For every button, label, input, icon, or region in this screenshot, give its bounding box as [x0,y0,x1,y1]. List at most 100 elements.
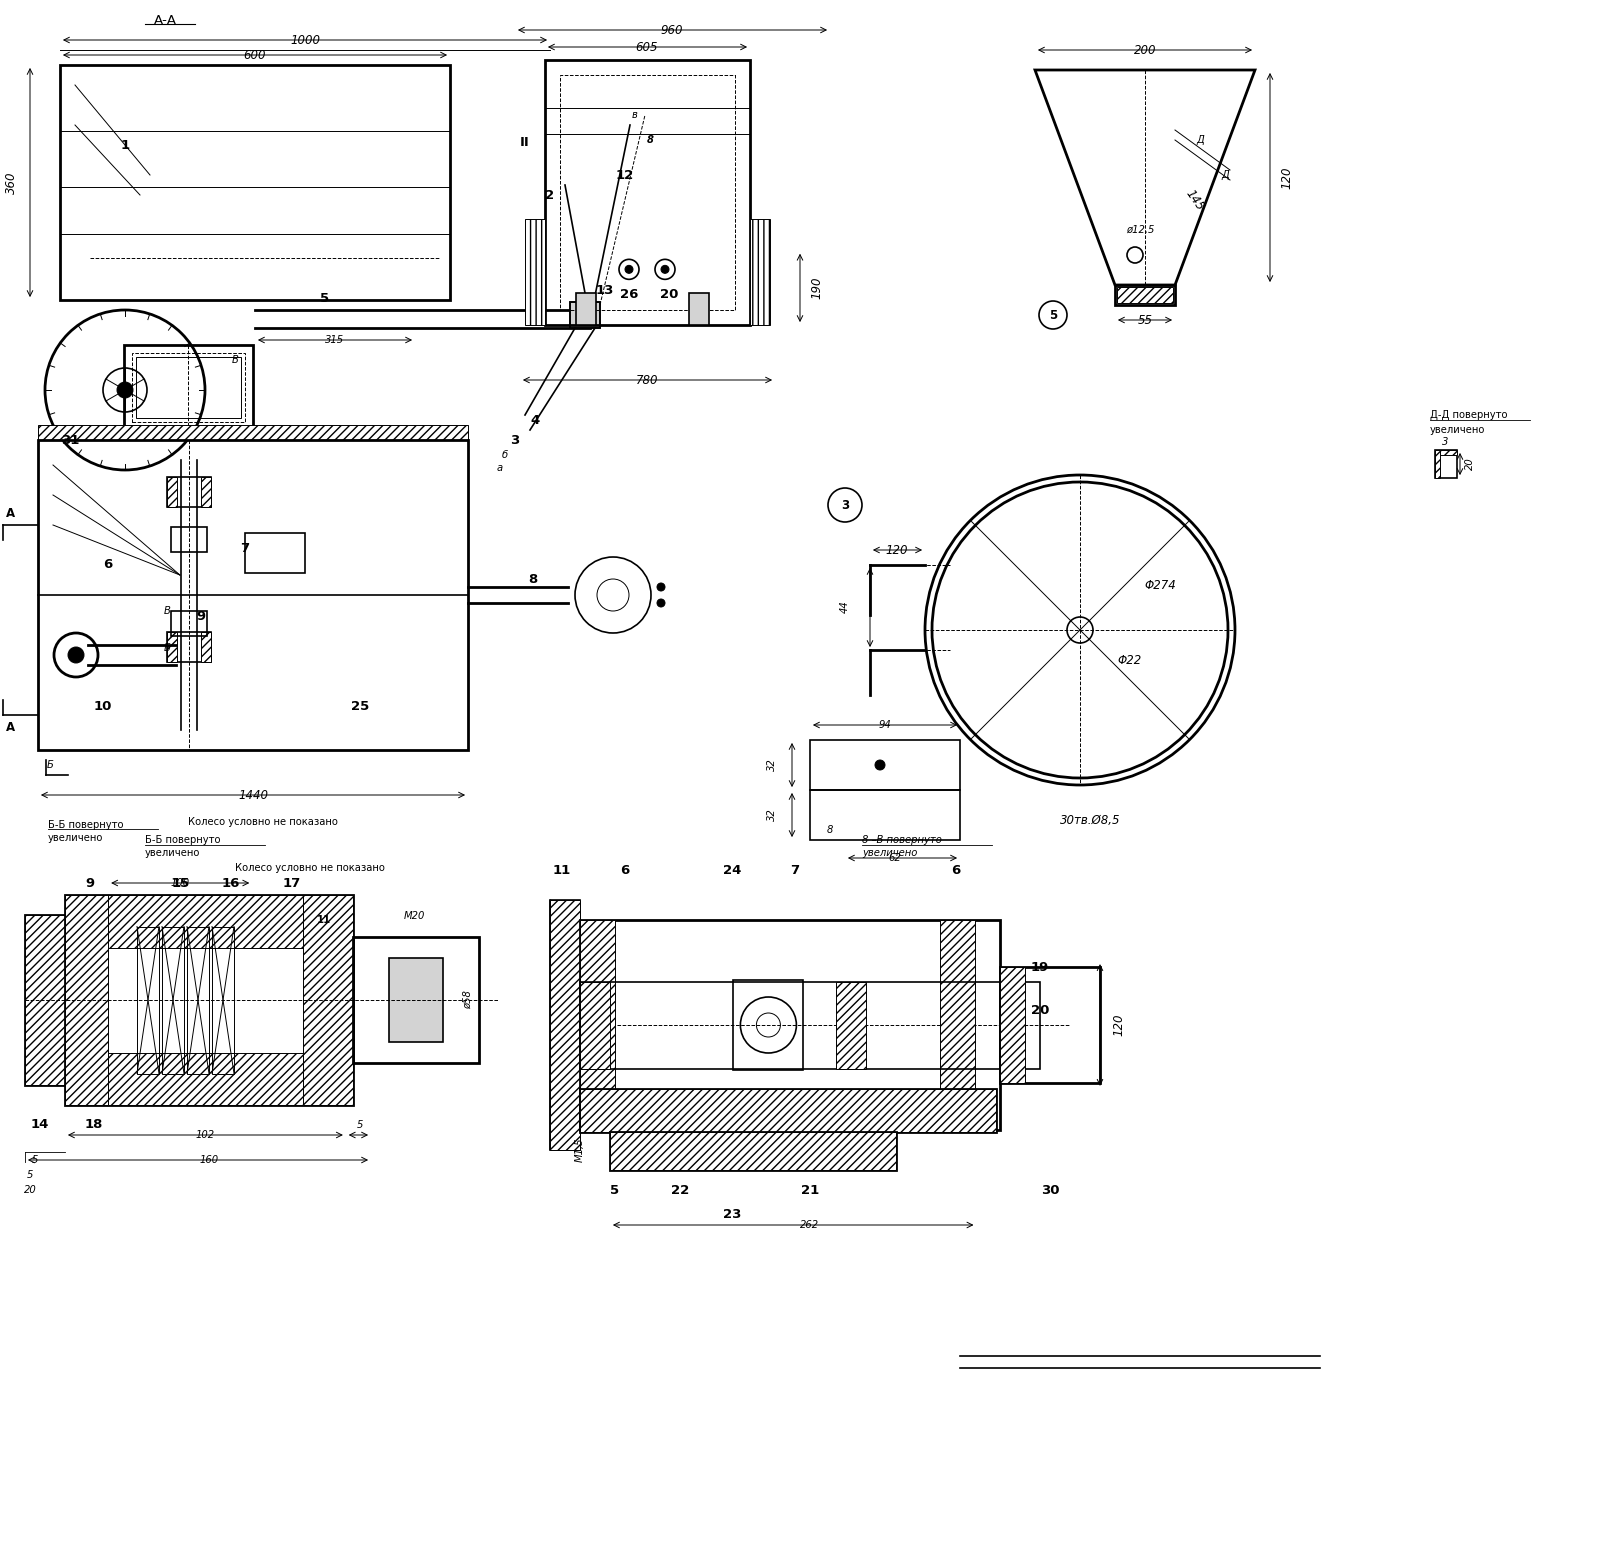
Bar [1439,450,1457,455]
Bar [1000,968,1024,1083]
Text: 26: 26 [619,288,639,301]
Text: 4: 4 [530,413,540,427]
Text: 190: 190 [810,277,823,299]
Text: 32: 32 [767,759,776,771]
Text: 5: 5 [28,1170,32,1179]
Text: 3: 3 [841,499,849,511]
Text: 8 –В повернуто: 8 –В повернуто [862,835,942,844]
Text: 3: 3 [511,433,520,447]
Circle shape [657,583,665,590]
Text: 25: 25 [352,700,370,714]
Text: 20: 20 [660,288,678,301]
Text: 6: 6 [621,863,629,877]
Text: 14: 14 [31,1119,49,1131]
Text: 19: 19 [1031,960,1049,974]
Text: 11: 11 [318,915,331,925]
Bar [167,477,177,508]
Bar [751,220,770,326]
Bar [1117,287,1174,302]
Bar [580,921,1000,1130]
Text: 120: 120 [1281,167,1294,189]
Text: 20: 20 [1465,458,1475,471]
Text: 360: 360 [5,171,18,193]
Text: 12: 12 [616,168,634,181]
Text: 62: 62 [888,852,901,863]
Text: 1000: 1000 [290,34,319,47]
Text: 94: 94 [879,720,892,731]
Text: Д-Д повернуто: Д-Д повернуто [1430,410,1508,421]
Text: M1,5: M1,5 [575,1137,585,1162]
Text: 780: 780 [635,374,658,386]
Text: Φ274: Φ274 [1144,578,1175,592]
Bar [353,936,478,1063]
Text: 13: 13 [597,284,614,296]
Text: 20: 20 [24,1186,36,1195]
Text: ø12,5: ø12,5 [1127,224,1154,235]
Bar [571,302,600,329]
Text: M20: M20 [404,911,425,921]
Circle shape [117,382,133,397]
Text: 100: 100 [170,879,190,888]
Bar [389,958,443,1042]
Bar [580,1089,995,1133]
Bar [65,894,353,1105]
Text: 20: 20 [1031,1003,1049,1017]
Text: 960: 960 [661,23,682,36]
Text: 23: 23 [723,1209,741,1221]
Text: 16: 16 [222,877,240,890]
Text: 605: 605 [635,41,658,53]
Polygon shape [550,901,580,1150]
Text: 11: 11 [553,863,571,877]
Text: 600: 600 [243,48,266,61]
Text: увеличено: увеличено [144,848,201,858]
Text: 2: 2 [545,189,554,201]
Bar [689,293,708,326]
Bar [836,982,866,1069]
Text: 18: 18 [84,1119,104,1131]
Bar [810,790,960,840]
Bar [201,633,211,662]
Text: Б: Б [47,760,53,770]
Bar [123,344,253,430]
Text: 5: 5 [611,1184,619,1197]
Bar [109,894,303,947]
Text: 10: 10 [94,700,112,714]
Bar [167,633,211,662]
Text: 21: 21 [801,1184,819,1197]
Text: А: А [5,506,15,519]
Text: 30тв.Ø8,5: 30тв.Ø8,5 [1060,813,1120,826]
Bar [733,980,804,1070]
Text: 6: 6 [104,558,112,570]
Bar [810,740,960,790]
Text: 24: 24 [723,863,741,877]
Text: Б: Б [164,643,170,653]
Text: А-А: А-А [154,14,177,26]
Text: 262: 262 [801,1220,820,1229]
Text: 55: 55 [1138,313,1153,327]
Bar [162,927,185,1073]
Bar [136,357,242,418]
Bar [37,425,468,439]
Bar [138,927,159,1073]
Text: Д: Д [1196,136,1204,145]
Text: 102: 102 [196,1130,216,1140]
Text: 120: 120 [885,544,908,556]
Bar [940,921,974,1130]
Circle shape [875,760,885,770]
Text: Колесо условно не показано: Колесо условно не показано [188,816,337,827]
Text: 3: 3 [1441,436,1448,447]
Text: а: а [498,463,503,474]
Text: 120: 120 [1112,1014,1125,1036]
Bar [559,75,734,310]
Text: Д: Д [1221,170,1229,181]
Text: увеличено: увеличено [1430,425,1485,435]
Bar [186,927,209,1073]
Bar [550,901,580,1150]
Text: II: II [520,136,530,148]
Text: б: б [503,450,507,460]
Text: Колесо условно не показано: Колесо условно не показано [235,863,384,872]
Text: Φ22: Φ22 [1118,653,1143,667]
Bar [245,533,305,573]
Bar [60,65,451,301]
Bar [571,302,600,329]
